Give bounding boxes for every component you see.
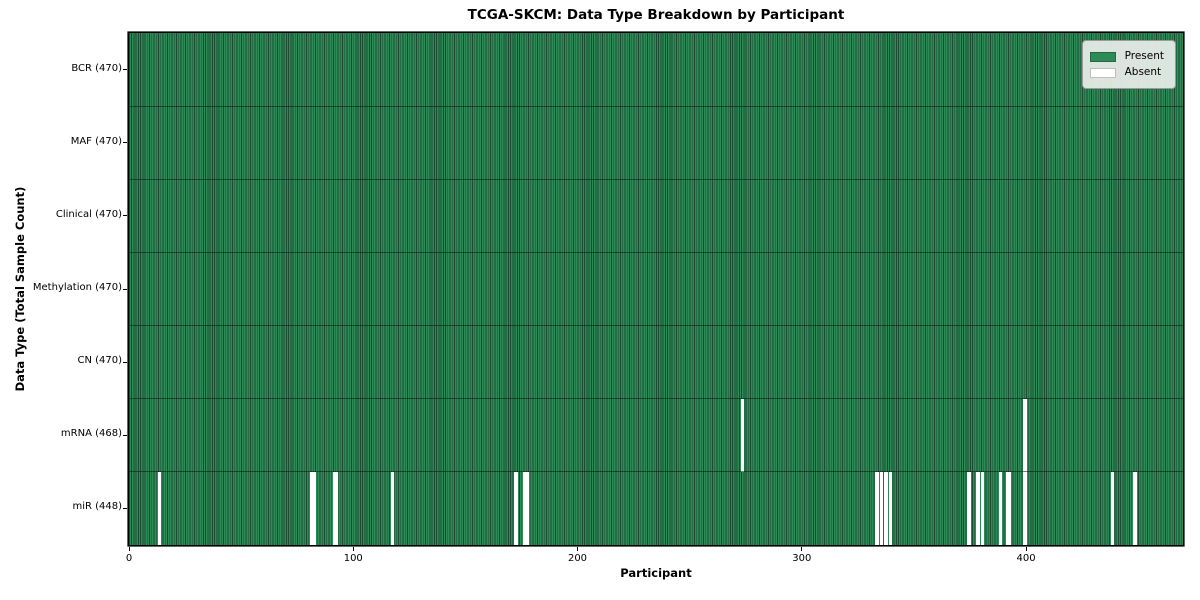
legend: Present Absent bbox=[1081, 40, 1176, 89]
absent-cell-miR-391 bbox=[1005, 471, 1009, 545]
absent-cell-miR-333 bbox=[875, 471, 879, 545]
heatmap-row-CN bbox=[129, 325, 1183, 399]
absent-cell-miR-335 bbox=[879, 471, 884, 545]
legend-label-absent: Absent bbox=[1124, 66, 1162, 78]
x-axis-label: Participant bbox=[620, 566, 692, 580]
row-separator bbox=[129, 325, 1183, 327]
y-tick-mark-Methylation bbox=[123, 288, 127, 290]
y-tick-label-MAF: MAF (470) bbox=[70, 135, 122, 147]
x-tick-mark-200 bbox=[577, 547, 578, 551]
absent-cell-miR-438 bbox=[1110, 471, 1115, 545]
absent-cell-miR-339 bbox=[888, 471, 893, 545]
y-tick-label-mRNA: mRNA (468) bbox=[60, 428, 122, 440]
x-tick-mark-0 bbox=[128, 547, 130, 551]
y-tick-label-Methylation: Methylation (470) bbox=[32, 282, 122, 293]
y-tick-mark-Clinical bbox=[123, 215, 127, 217]
present-swatch-icon bbox=[1089, 51, 1116, 62]
absent-cell-mRNA-399 bbox=[1023, 398, 1027, 472]
heatmap-row-BCR bbox=[129, 33, 1183, 107]
y-tick-label-CN: CN (470) bbox=[77, 355, 122, 367]
row-separator bbox=[129, 251, 1183, 253]
x-tick-label-400: 400 bbox=[1016, 553, 1036, 564]
y-tick-mark-MAF bbox=[123, 142, 127, 144]
absent-cell-miR-337 bbox=[884, 471, 888, 545]
absent-swatch-icon bbox=[1089, 67, 1116, 78]
absent-cell-miR-177 bbox=[525, 471, 529, 545]
absent-cell-miR-13 bbox=[157, 471, 161, 545]
row-separator bbox=[129, 105, 1183, 107]
row-separator bbox=[129, 398, 1183, 400]
absent-cell-miR-81 bbox=[310, 471, 314, 545]
heatmap-row-Clinical bbox=[129, 179, 1183, 253]
absent-cell-mRNA-273 bbox=[740, 398, 745, 472]
y-tick-mark-BCR bbox=[123, 69, 127, 71]
x-tick-label-100: 100 bbox=[343, 553, 363, 564]
absent-cell-miR-448 bbox=[1133, 471, 1137, 545]
y-tick-label-Clinical: Clinical (470) bbox=[55, 208, 122, 220]
row-separator bbox=[129, 178, 1183, 180]
absent-cell-miR-176 bbox=[523, 471, 527, 545]
heatmap-row-mRNA bbox=[129, 398, 1183, 472]
x-tick-label-300: 300 bbox=[792, 553, 812, 564]
y-tick-mark-miR bbox=[123, 507, 127, 509]
absent-cell-miR-374 bbox=[967, 471, 971, 545]
x-tick-mark-300 bbox=[801, 547, 803, 551]
heatmap-row-MAF bbox=[129, 106, 1183, 180]
y-tick-label-BCR: BCR (470) bbox=[71, 62, 122, 74]
y-tick-label-miR: miR (448) bbox=[72, 501, 122, 513]
y-tick-mark-mRNA bbox=[123, 434, 127, 436]
x-tick-label-0: 0 bbox=[125, 553, 133, 564]
chart-title: TCGA-SKCM: Data Type Breakdown by Partic… bbox=[467, 7, 845, 23]
heatmap-plot: Present Absent bbox=[129, 33, 1183, 545]
x-tick-label-200: 200 bbox=[567, 553, 588, 564]
x-tick-mark-100 bbox=[352, 547, 354, 551]
legend-item-present: Present bbox=[1089, 50, 1164, 63]
absent-cell-miR-92 bbox=[335, 471, 339, 545]
legend-label-present: Present bbox=[1124, 50, 1164, 62]
absent-cell-miR-388 bbox=[998, 471, 1002, 545]
row-separator bbox=[129, 471, 1183, 473]
heatmap-row-Methylation bbox=[129, 252, 1183, 326]
absent-cell-miR-399 bbox=[1023, 471, 1027, 545]
y-tick-mark-CN bbox=[123, 361, 127, 363]
absent-cell-miR-91 bbox=[332, 471, 336, 545]
x-tick-mark-400 bbox=[1025, 547, 1027, 551]
legend-item-absent: Absent bbox=[1089, 66, 1164, 79]
absent-cell-miR-117 bbox=[391, 471, 395, 545]
absent-cell-miR-378 bbox=[976, 471, 980, 545]
absent-cell-miR-380 bbox=[980, 471, 984, 545]
absent-cell-miR-172 bbox=[514, 471, 518, 545]
absent-cell-miR-82 bbox=[312, 471, 316, 545]
absent-cell-miR-392 bbox=[1007, 471, 1011, 545]
